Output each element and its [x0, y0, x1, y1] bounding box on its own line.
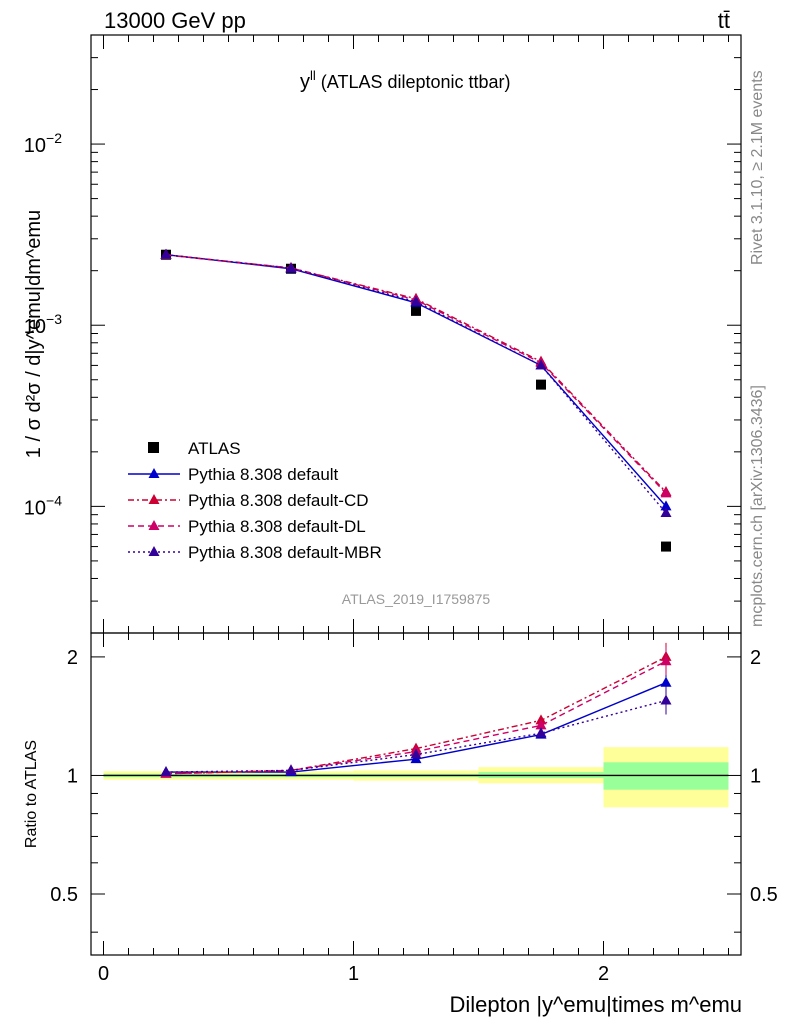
- analysis-id: ATLAS_2019_I1759875: [342, 591, 491, 607]
- ratio-marker-2: [535, 719, 547, 730]
- energy-label: 13000 GeV pp: [104, 8, 246, 33]
- main-ylabel: 1 / σ d²σ / d|y^emu|dm^emu: [23, 210, 45, 458]
- mcplots-label: mcplots.cern.ch [arXiv:1306.3436]: [749, 385, 766, 627]
- ratio-bands: [103, 747, 729, 808]
- ratio-ytick-label: 1: [67, 765, 78, 787]
- legend-label-3: Pythia 8.308 default-DL: [188, 517, 366, 536]
- series-marker-4: [285, 262, 297, 273]
- series-marker-1: [660, 500, 672, 511]
- main-ytick-label: 10−4: [24, 492, 62, 519]
- ratio-ytick-label: 0.5: [50, 884, 78, 906]
- legend-label-2: Pythia 8.308 default-CD: [188, 491, 369, 510]
- main-series: [160, 248, 672, 552]
- series-marker-4: [535, 359, 547, 370]
- ratio-marker-3: [285, 764, 297, 775]
- legend-marker-1: [148, 468, 160, 478]
- ratio-marker-0: [660, 676, 672, 687]
- legend: ATLAS Pythia 8.308 default Pythia 8.308 de…: [128, 439, 382, 562]
- chart-title: yll (ATLAS dileptonic ttbar): [300, 68, 511, 93]
- chart-subtitle: (ATLAS dileptonic ttbar): [321, 72, 511, 92]
- data-point: [536, 379, 546, 390]
- ratio-panel-frame: [90, 632, 742, 956]
- series-marker-4: [410, 295, 422, 306]
- legend-label-4: Pythia 8.308 default-MBR: [188, 543, 382, 562]
- series-line-2: [165, 254, 667, 493]
- legend-marker-data: [148, 442, 159, 453]
- ratio-marker-3: [535, 727, 547, 738]
- ratio-ylabel: Ratio to ATLAS: [23, 740, 40, 848]
- series-marker-3: [660, 487, 672, 498]
- legend-marker-2: [148, 494, 160, 504]
- chart-title-sup: ll: [310, 68, 316, 83]
- main-ytick-label: 10−2: [24, 130, 62, 157]
- legend-label-0: ATLAS: [188, 439, 241, 458]
- ratio-marker-1: [535, 714, 547, 725]
- series-line-3: [165, 254, 667, 494]
- ratio-series: [160, 642, 672, 778]
- ratio-marker-3: [410, 748, 422, 759]
- main-axis-ticks: 10−4 10−3 10−2: [24, 34, 741, 634]
- xlabel: Dilepton |y^emu|times m^emu: [450, 992, 743, 1017]
- chart-title-main: y: [300, 71, 310, 93]
- legend-marker-3: [148, 520, 160, 530]
- main-ytick-label: 10−3: [24, 311, 62, 338]
- ratio-marker-3: [660, 694, 672, 705]
- legend-label-1: Pythia 8.308 default: [188, 465, 339, 484]
- xtick-label: 2: [598, 963, 609, 985]
- legend-marker-4: [148, 546, 160, 556]
- xtick-label: 1: [348, 963, 359, 985]
- ratio-ytick-label-right: 1: [750, 765, 761, 787]
- rivet-label: Rivet 3.1.10, ≥ 2.1M events: [749, 70, 766, 265]
- process-label: tt̄: [718, 8, 730, 33]
- ratio-ytick-label-right: 2: [750, 647, 761, 669]
- ratio-axis-ticks: 0.5 0.5 1 1 2 2 0 1 2: [50, 633, 778, 985]
- series-marker-4: [660, 506, 672, 517]
- series-marker-4: [160, 248, 172, 259]
- xtick-label: 0: [98, 963, 109, 985]
- data-point: [411, 305, 421, 316]
- data-point: [661, 541, 671, 552]
- ratio-ytick-label: 2: [67, 647, 78, 669]
- ratio-marker-3: [160, 766, 172, 777]
- ratio-ytick-label-right: 0.5: [750, 884, 778, 906]
- ratio-marker-2: [660, 655, 672, 666]
